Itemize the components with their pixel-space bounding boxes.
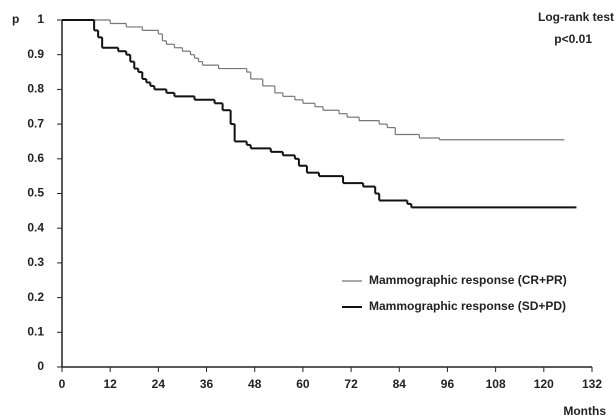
x-tick-label: 0 (59, 377, 66, 391)
annotation: p<0.01 (554, 32, 592, 46)
x-tick-label: 36 (200, 377, 214, 391)
x-axis-label: Months (563, 404, 606, 417)
x-tick-label: 72 (344, 377, 358, 391)
y-tick-label: 0.4 (27, 220, 44, 234)
y-tick-label: 0.6 (27, 151, 44, 165)
x-tick-label: 48 (248, 377, 262, 391)
y-axis-label: p (12, 12, 19, 26)
y-tick-label: 1 (37, 12, 44, 26)
x-tick-label: 60 (296, 377, 310, 391)
y-tick-label: 0.3 (27, 255, 44, 269)
x-tick-label: 24 (152, 377, 166, 391)
x-tick-label: 84 (393, 377, 407, 391)
legend-label: Mammographic response (CR+PR) (369, 273, 567, 287)
y-tick-label: 0.5 (27, 186, 44, 200)
y-tick-label: 0.9 (27, 47, 44, 61)
x-tick-label: 108 (486, 377, 506, 391)
x-tick-label: 132 (582, 377, 602, 391)
y-tick-label: 0.7 (27, 116, 44, 130)
y-tick-label: 0 (37, 359, 44, 373)
x-tick-label: 120 (534, 377, 554, 391)
y-tick-label: 0.2 (27, 290, 44, 304)
annotation: Log-rank test (538, 10, 614, 24)
x-tick-label: 96 (441, 377, 455, 391)
x-tick-label: 12 (104, 377, 118, 391)
legend-label: Mammographic response (SD+PD) (369, 299, 566, 313)
y-tick-label: 0.1 (27, 324, 44, 338)
y-tick-label: 0.8 (27, 82, 44, 96)
